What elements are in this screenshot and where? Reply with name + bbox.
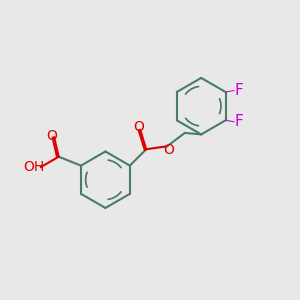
Text: O: O (46, 129, 57, 143)
Text: F: F (234, 114, 243, 129)
Text: O: O (133, 120, 144, 134)
Text: F: F (234, 83, 243, 98)
Text: OH: OH (24, 160, 45, 174)
Text: O: O (163, 143, 174, 157)
